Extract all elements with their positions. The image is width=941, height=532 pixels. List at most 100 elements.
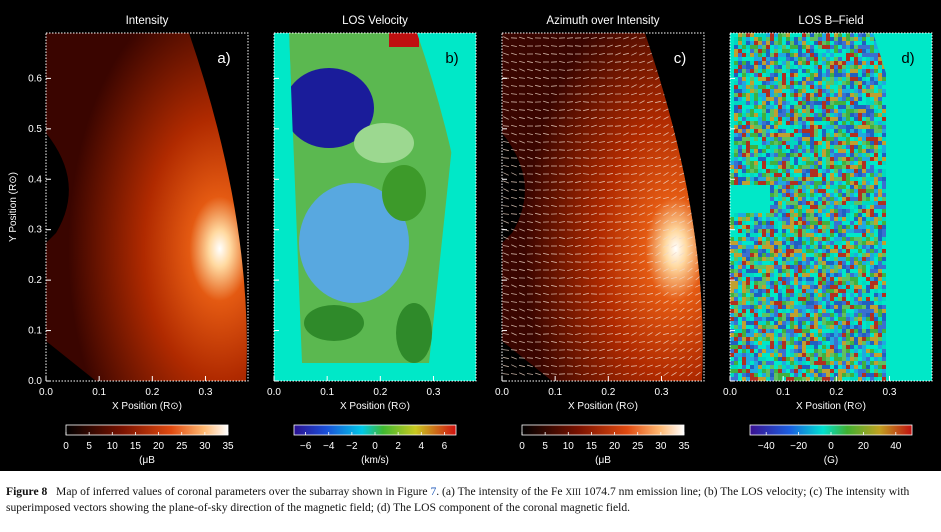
plot-frame [273,32,477,382]
panel-title: Intensity [126,15,169,27]
x-tick-label: 0.0 [39,387,53,398]
figure-8: Intensity a) 0.0 0.1 0.2 0.3 0.0 0.1 0.2 0.3 0.4 0.… [0,0,941,471]
panel-title: LOS Velocity [342,15,408,27]
x-tick-label: 0.1 [548,387,562,398]
colorbar-tick-label: 25 [176,441,188,452]
dark-corner [46,341,96,381]
colorbar-tick-label: 0 [63,441,69,452]
figure-svg: Intensity a) 0.0 0.1 0.2 0.3 0.0 0.1 0.2 0.3 0.4 0.… [8,15,933,466]
colorbar-tick-label: 4 [419,441,425,452]
colorbar-tick-label: 15 [586,441,598,452]
colorbar-tick-label: 30 [655,441,667,452]
panel-title: LOS B–Field [798,15,863,27]
plot-area [46,33,248,381]
colorbar-unit: (km/s) [361,455,389,466]
plot-area [274,33,476,381]
y-tick-label: 0.0 [28,376,42,387]
plot-area [730,33,932,381]
panel-letter: a) [217,50,230,67]
figure-caption: Figure 8 Map of inferred values of coron… [6,484,936,515]
colorbar-tick-label: 20 [609,441,621,452]
plot-frame [729,32,933,382]
panel-bfield: LOS B–Field d) 0.0 0.1 0.2 0.3 X Position (R⊙)… [723,15,933,466]
colorbar-tick-label: 0 [828,441,834,452]
dark-notch [502,133,525,243]
x-axis-label: X Position (R⊙) [568,401,638,412]
colorbar-tick-label: 2 [395,441,401,452]
caption-figure-link[interactable]: 7 [430,485,437,498]
panel-velocity: LOS Velocity b) 0.0 0.1 0.2 0.3 X Position (R⊙… [267,15,477,466]
y-tick-label: 0.3 [28,225,42,236]
colorbar [521,424,685,436]
colorbar-unit: (μB [139,455,155,466]
caption-line1b: . (a) The intensity of the Fe [436,485,563,498]
plot-frame [45,32,249,382]
y-tick-label: 0.4 [28,174,42,185]
colorbar-tick-label: 30 [199,441,211,452]
caption-line2: (c) The intensity with superimposed vect… [6,485,910,514]
solar-limb-mask-top [645,33,704,381]
solar-limb-mask [873,33,932,381]
colorbar-tick-label: 25 [632,441,644,452]
y-axis-label: Y Position (R⊙) [8,172,19,242]
colorbar-tick-label: −6 [300,441,312,452]
panel-letter: c) [674,50,687,67]
azimuth-vectors [502,35,701,377]
colorbar-unit: (G) [824,455,838,466]
panel-intensity: Intensity a) 0.0 0.1 0.2 0.3 0.0 0.1 0.2 0.3 0.4 0.… [8,15,249,466]
x-tick-label: 0.3 [427,387,441,398]
y-tick-label: 0.5 [28,124,42,135]
x-tick-label: 0.3 [199,387,213,398]
velocity-map [284,33,464,363]
colorbar-tick-label: 5 [86,441,92,452]
colorbar-tick-label: 35 [222,441,234,452]
x-tick-label: 0.1 [320,387,334,398]
panel-azimuth: Azimuth over Intensity c) 0.0 0.1 0.2 0.3 X Po… [495,15,705,466]
bfield-map [730,33,886,381]
colorbar-tick-label: 35 [678,441,690,452]
x-tick-label: 0.0 [723,387,737,398]
caption-ion: XIII [565,487,581,497]
x-axis-label: X Position (R⊙) [796,401,866,412]
colorbar-tick-label: −20 [790,441,807,452]
y-tick-label: 0.6 [28,73,42,84]
x-tick-label: 0.1 [776,387,790,398]
colorbar [65,424,229,436]
y-tick-label: 0.1 [28,326,42,337]
colorbar-tick-label: 20 [858,441,870,452]
solar-limb-mask [189,33,248,381]
x-tick-label: 0.2 [373,387,387,398]
x-tick-label: 0.0 [267,387,281,398]
colorbar-tick-label: 15 [130,441,142,452]
x-axis-label: X Position (R⊙) [112,401,182,412]
panel-letter: b) [445,50,458,67]
x-tick-label: 0.1 [92,387,106,398]
caption-line1c: 1074.7 nm emission line; (b) The LOS vel… [583,485,807,498]
plot-area [502,33,704,381]
dark-corner [502,341,552,381]
panel-title: Azimuth over Intensity [546,15,659,27]
colorbar-tick-label: 40 [890,441,902,452]
colorbar-tick-label: 0 [372,441,378,452]
colorbar-unit: (μB [595,455,611,466]
colorbar-tick-label: −4 [323,441,335,452]
x-axis-label: X Position (R⊙) [340,401,410,412]
colorbar-tick-label: 0 [519,441,525,452]
panel-letter: d) [901,50,914,67]
x-tick-label: 0.0 [495,387,509,398]
colorbar-tick-label: 20 [153,441,165,452]
colorbar-tick-label: 10 [563,441,575,452]
colorbar-tick-label: 5 [542,441,548,452]
x-tick-label: 0.2 [601,387,615,398]
solar-limb-mask [417,33,476,381]
colorbar-tick-label: 10 [107,441,119,452]
x-tick-label: 0.3 [655,387,669,398]
x-tick-label: 0.2 [829,387,843,398]
dark-notch [46,133,69,243]
colorbar-tick-label: 6 [442,441,448,452]
x-tick-label: 0.2 [145,387,159,398]
plot-frame [501,32,705,382]
x-tick-label: 0.3 [883,387,897,398]
colorbar-tick-label: −2 [346,441,358,452]
y-tick-label: 0.2 [28,275,42,286]
